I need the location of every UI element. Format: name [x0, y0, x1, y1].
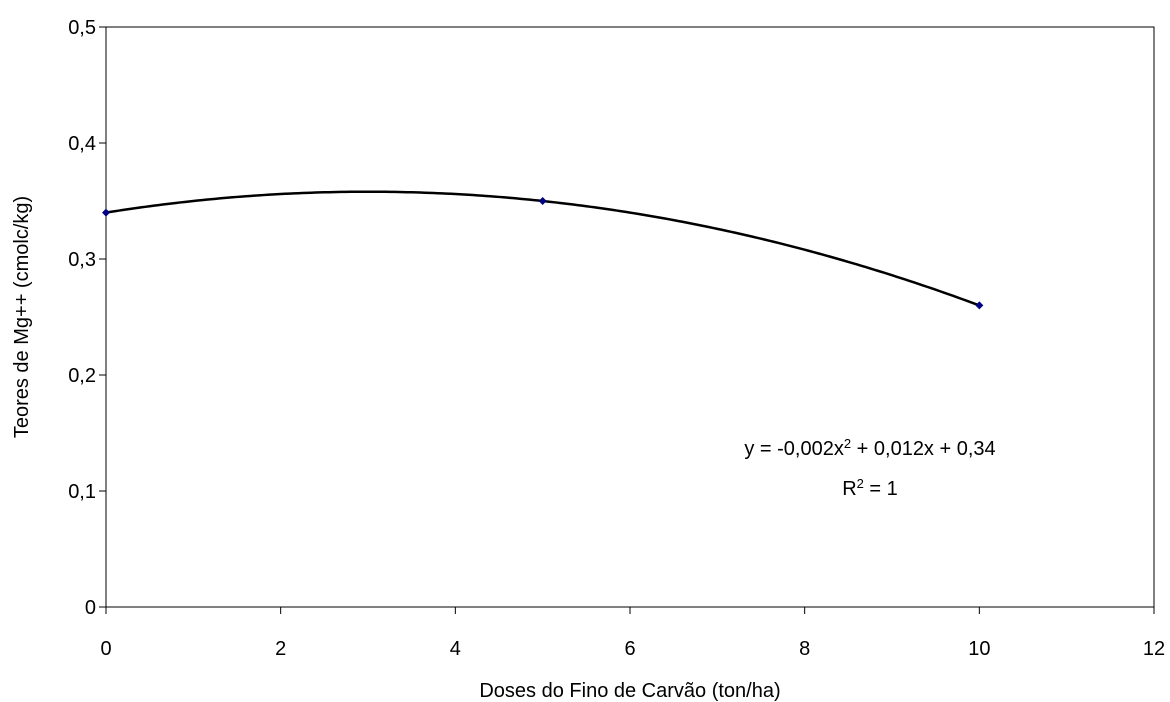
x-tick-label: 10 — [968, 638, 990, 660]
y-tick-label: 0,2 — [68, 365, 96, 387]
y-tick-label: 0 — [85, 597, 96, 619]
x-tick-label: 6 — [624, 638, 635, 660]
y-tick-label: 0,3 — [68, 249, 96, 271]
y-tick-label: 0,5 — [68, 17, 96, 39]
y-tick-label: 0,4 — [68, 133, 96, 155]
x-tick-label: 4 — [450, 638, 461, 660]
equation-exponent: 2 — [844, 436, 851, 451]
equation: y = -0,002x2 + 0,012x + 0,34 — [744, 436, 995, 461]
r-squared-text: = 1 — [864, 478, 898, 500]
x-tick-label: 0 — [100, 638, 111, 660]
r-squared: R2 = 1 — [842, 476, 898, 501]
x-tick-label: 8 — [799, 638, 810, 660]
point — [538, 197, 547, 205]
y-axis-label: Teores de Mg++ (cmolc/kg) — [11, 196, 33, 438]
x-tick-label: 12 — [1143, 638, 1165, 660]
x-tick-label: 2 — [275, 638, 286, 660]
x-axis-label: Doses do Fino de Carvão (ton/ha) — [479, 680, 780, 702]
point — [975, 301, 984, 310]
plot-area — [105, 26, 1155, 608]
equation-text: + 0,012x + 0,34 — [851, 438, 996, 460]
r-squared-text: R — [842, 478, 856, 500]
r-squared-exponent: 2 — [857, 476, 864, 491]
trendline — [105, 190, 980, 307]
equation-text: y = -0,002x — [744, 438, 844, 460]
point — [102, 208, 110, 217]
y-tick-label: 0,1 — [68, 481, 96, 503]
